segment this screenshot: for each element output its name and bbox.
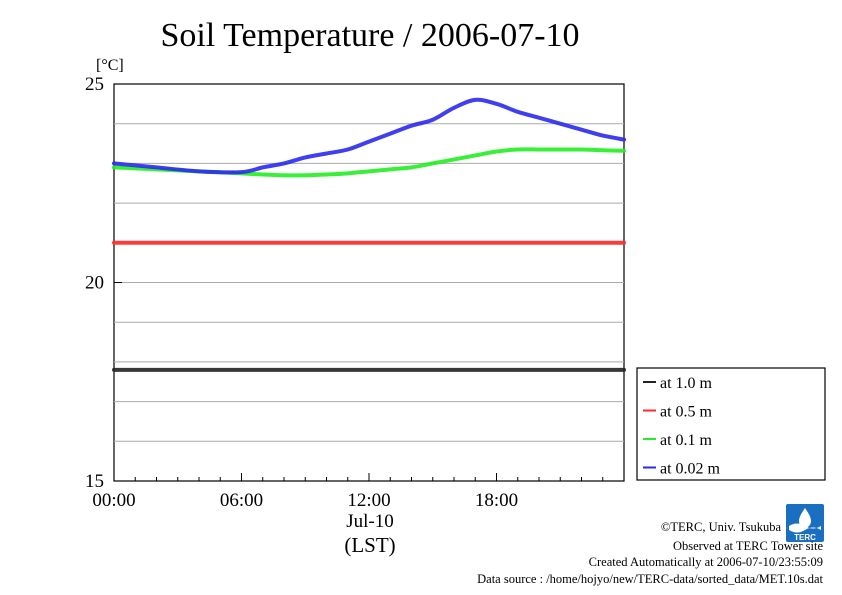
x-tick-label: 12:00: [347, 490, 390, 511]
logo-text: TERC: [794, 533, 816, 542]
legend-box: [636, 367, 826, 481]
terc-logo: TERC: [786, 504, 824, 542]
series-line-3: [112, 97, 626, 175]
legend: at 1.0 m at 0.5 m at 0.1 m at 0.02 m: [643, 375, 721, 478]
credit-created: Created Automatically at 2006-07-10/23:5…: [589, 555, 823, 569]
legend-label: at 1.0 m: [660, 375, 713, 392]
legend-label: at 0.5 m: [660, 404, 713, 421]
y-axis-ticks: 15 20 25: [85, 74, 122, 492]
credit-site: Observed at TERC Tower site: [673, 539, 823, 553]
y-axis-unit: [°C]: [96, 57, 124, 74]
x-axis-date-label: Jul-10: [346, 511, 394, 532]
series-lines: [112, 97, 626, 372]
y-tick-label: 25: [85, 74, 104, 95]
series-line-2: [112, 147, 626, 178]
x-tick-label: 06:00: [220, 490, 263, 511]
x-tick-label: 18:00: [475, 490, 518, 511]
x-axis-ticks: 00:00 06:00 12:00 18:00: [92, 473, 604, 511]
legend-label: at 0.02 m: [660, 461, 721, 478]
x-axis-label: (LST): [344, 533, 395, 557]
legend-label: at 0.1 m: [660, 432, 713, 449]
y-tick-label: 20: [85, 273, 104, 294]
x-tick-label: 00:00: [92, 490, 135, 511]
chart-title: Soil Temperature / 2006-07-10: [160, 17, 579, 54]
credit-copyright: ©TERC, Univ. Tsukuba: [661, 520, 782, 534]
credit-source: Data source : /home/hojyo/new/TERC-data/…: [477, 572, 823, 586]
y-tick-label: 15: [85, 471, 104, 492]
